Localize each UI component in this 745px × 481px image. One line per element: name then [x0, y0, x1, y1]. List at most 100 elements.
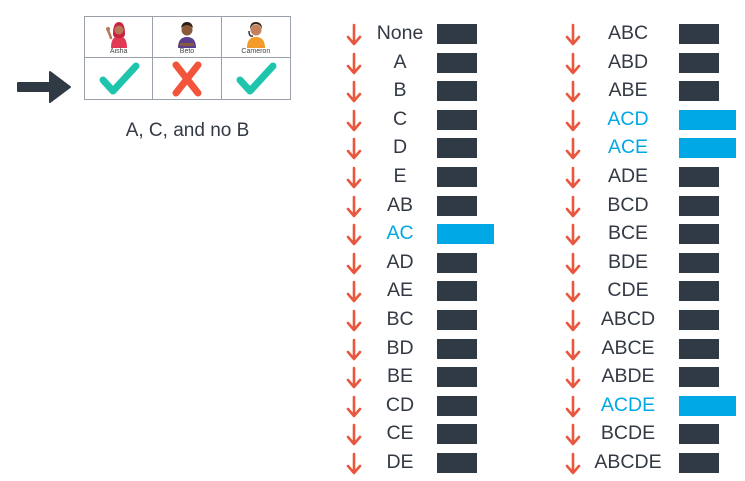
- combination-row: ACDE: [0, 392, 745, 418]
- cross-icon: [172, 61, 202, 96]
- combination-label: AB: [386, 193, 413, 216]
- bar: [679, 338, 719, 359]
- combination-row: CE: [0, 420, 745, 446]
- combination-label: ABE: [608, 79, 648, 102]
- down-arrow-icon: [565, 252, 581, 275]
- combination-label: ACD: [607, 107, 649, 130]
- bar: [437, 52, 477, 73]
- down-arrow-icon: [565, 109, 581, 132]
- combination-label: ACDE: [600, 393, 656, 416]
- combination-row: AD: [0, 249, 745, 275]
- highlighted-bar: [679, 395, 736, 416]
- combination-row: ADE: [0, 163, 745, 189]
- bar: [679, 252, 719, 273]
- down-arrow-icon: [346, 338, 362, 360]
- down-arrow-icon: [346, 138, 362, 160]
- bar: [679, 24, 719, 44]
- right-arrow-icon: [17, 71, 71, 103]
- combination-label: ADE: [607, 165, 649, 187]
- bar: [437, 81, 477, 102]
- combination-row: D: [0, 134, 745, 160]
- combination-label: BCD: [607, 193, 649, 216]
- combination-label: AD: [386, 250, 414, 273]
- bar: [679, 367, 719, 388]
- combination-row: BDE: [0, 249, 745, 275]
- combination-label: None: [376, 22, 424, 44]
- combination-row: AB: [0, 192, 745, 218]
- combination-row: BC: [0, 306, 745, 332]
- combination-label: E: [393, 165, 407, 187]
- combination-row: BCDE: [0, 420, 745, 446]
- combination-label: BCE: [607, 222, 649, 245]
- bar: [437, 395, 477, 416]
- combination-label: ABC: [607, 22, 649, 44]
- combination-label: ABCDE: [594, 451, 662, 473]
- combination-label: BE: [386, 365, 413, 388]
- down-arrow-icon: [565, 309, 581, 332]
- bar: [679, 167, 719, 187]
- down-arrow-icon: [565, 338, 581, 360]
- person-aisha-icon: [105, 22, 127, 48]
- combination-row: BE: [0, 363, 745, 389]
- combination-row: ABDE: [0, 363, 745, 389]
- combination-row: None: [0, 20, 745, 46]
- down-arrow-icon: [565, 366, 581, 389]
- down-arrow-icon: [565, 424, 581, 446]
- combination-row: ABC: [0, 20, 745, 46]
- combination-label: AE: [386, 279, 413, 302]
- down-arrow-icon: [565, 166, 581, 189]
- combination-label: CE: [386, 422, 414, 445]
- bar: [679, 281, 719, 302]
- mark-cell-beto: [153, 58, 222, 99]
- down-arrow-icon: [565, 23, 581, 46]
- highlighted-bar: [437, 224, 494, 245]
- bar: [437, 281, 477, 302]
- down-arrow-icon: [346, 252, 362, 275]
- check-icon: [99, 62, 140, 94]
- person-cell-cameron: Cameron: [221, 17, 290, 58]
- combination-row: A: [0, 49, 745, 75]
- down-arrow-icon: [565, 223, 581, 246]
- combination-row: ACD: [0, 106, 745, 132]
- bar: [679, 224, 719, 245]
- person-name: Beto: [179, 48, 195, 55]
- bar: [679, 195, 719, 216]
- person-cell-aisha: Aisha: [85, 17, 154, 58]
- combination-label: DE: [386, 451, 414, 473]
- check-icon: [236, 62, 277, 94]
- bar: [679, 52, 719, 73]
- combination-label: BC: [386, 308, 414, 330]
- combination-label: ABD: [607, 50, 649, 73]
- down-arrow-icon: [346, 52, 362, 74]
- combination-row: DE: [0, 449, 745, 475]
- person-name: Aisha: [109, 48, 128, 55]
- person-cameron-icon: [246, 22, 265, 48]
- combination-row: ABCDE: [0, 449, 745, 475]
- combination-label: BD: [386, 336, 414, 359]
- person-beto-icon: [177, 22, 196, 48]
- bar: [437, 109, 477, 130]
- down-arrow-icon: [346, 80, 362, 103]
- bar: [437, 367, 477, 388]
- down-arrow-icon: [346, 109, 362, 132]
- bar: [679, 81, 719, 102]
- bar: [437, 310, 477, 330]
- combination-label: A: [393, 50, 407, 73]
- combination-row: BD: [0, 335, 745, 361]
- bar: [437, 453, 477, 473]
- combination-row: AC: [0, 220, 745, 246]
- bar: [437, 424, 477, 445]
- mark-cell-aisha: [85, 58, 154, 99]
- combination-row: AE: [0, 277, 745, 303]
- bar: [437, 167, 477, 187]
- combination-label: ABCD: [600, 308, 656, 330]
- person-name: Cameron: [241, 48, 271, 55]
- bar: [437, 138, 477, 159]
- highlighted-bar: [679, 109, 736, 130]
- combination-row: CD: [0, 392, 745, 418]
- down-arrow-icon: [565, 138, 581, 160]
- combination-label: CDE: [607, 279, 649, 302]
- combination-label: BDE: [607, 250, 649, 273]
- combination-row: C: [0, 106, 745, 132]
- bar: [437, 338, 477, 359]
